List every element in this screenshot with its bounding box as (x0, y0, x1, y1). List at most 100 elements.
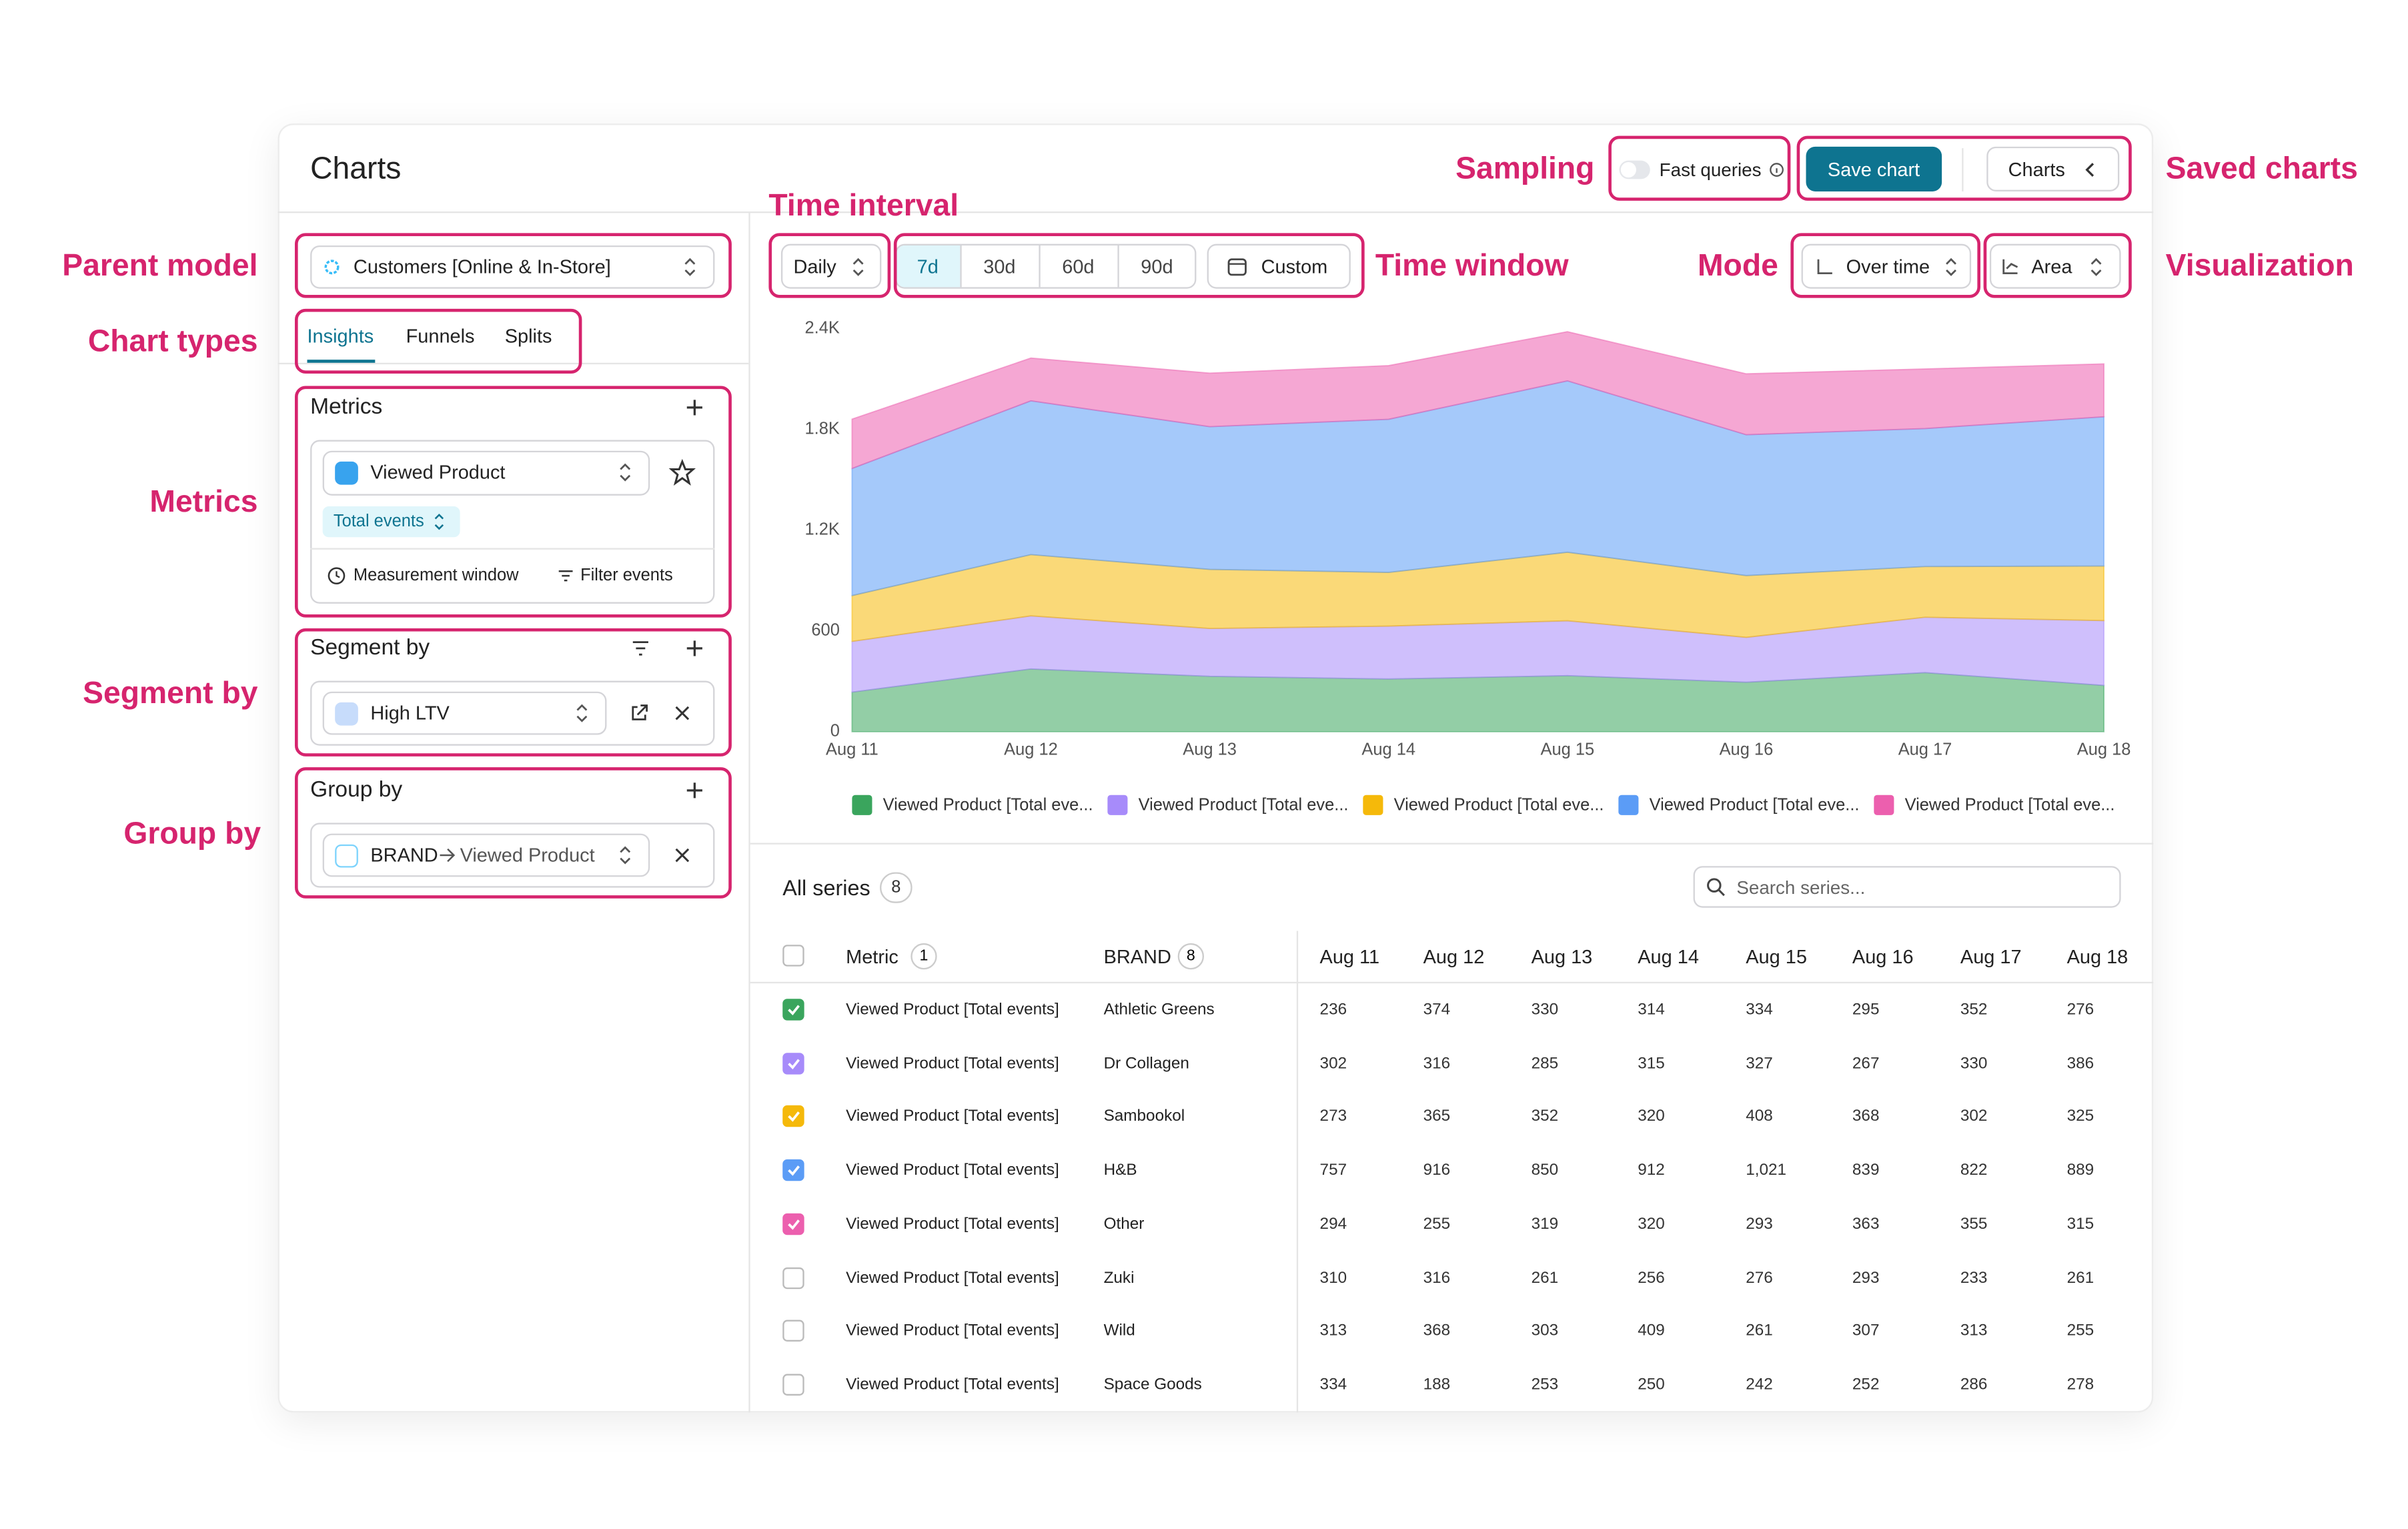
annotation: Visualization (2165, 249, 2354, 284)
plus-icon[interactable] (685, 781, 704, 800)
updown-icon (684, 258, 696, 276)
legend-swatch (1618, 795, 1639, 815)
cell: 294 (1319, 1214, 1347, 1233)
row-checkbox[interactable] (782, 999, 804, 1021)
column-header: Metric (846, 946, 898, 968)
close-icon[interactable] (674, 706, 690, 721)
window-option[interactable]: 90d (1141, 256, 1173, 278)
x-tick-label: Aug 11 (826, 740, 878, 758)
cell: 386 (2066, 1053, 2094, 1073)
check-icon (788, 1165, 800, 1176)
row-checkbox[interactable] (782, 1266, 804, 1289)
filter-icon[interactable] (631, 640, 650, 656)
cell: 315 (1638, 1053, 1665, 1073)
row-checkbox[interactable] (782, 1159, 804, 1181)
cell: 295 (1852, 1000, 1880, 1019)
event-select[interactable] (322, 450, 650, 496)
divider (960, 245, 962, 288)
annotation: Mode (1698, 249, 1778, 284)
row-checkbox[interactable] (782, 1320, 804, 1342)
aggregation-chip[interactable] (322, 506, 460, 538)
tab[interactable]: Insights (307, 326, 374, 348)
measurement-window[interactable]: Measurement window (353, 566, 519, 586)
open-icon[interactable] (630, 704, 648, 722)
column-header: Aug 14 (1638, 946, 1699, 968)
cell: Space Goods (1103, 1375, 1202, 1394)
cell: Wild (1103, 1322, 1135, 1341)
custom-button[interactable] (1207, 243, 1351, 289)
cell: 276 (2066, 1000, 2094, 1019)
divider (1039, 245, 1041, 288)
save-chart-button[interactable] (1806, 146, 1942, 191)
cell: 316 (1423, 1053, 1451, 1073)
updown-icon (620, 463, 631, 482)
annotation: Group by (123, 817, 261, 852)
filter-icon (558, 570, 573, 582)
group-icon (335, 844, 358, 868)
visualization-select[interactable] (1989, 243, 2121, 289)
window-option[interactable]: 7d (917, 256, 939, 278)
row-checkbox[interactable] (782, 1213, 804, 1235)
interval-label: Daily (793, 256, 836, 278)
toggle[interactable] (1619, 160, 1650, 179)
updown-icon (576, 704, 588, 722)
fast-queries-label: Fast queries (1659, 159, 1762, 181)
segment-label: High LTV (370, 702, 450, 724)
column-header: BRAND (1103, 946, 1171, 968)
plus-icon[interactable] (685, 639, 704, 658)
cell: 276 (1746, 1268, 1773, 1287)
cell: 278 (2066, 1375, 2094, 1394)
event-label: Viewed Product (370, 461, 506, 484)
cell: 368 (1423, 1322, 1451, 1341)
cell: Viewed Product [Total events] (846, 1000, 1059, 1019)
row-checkbox[interactable] (782, 1374, 804, 1396)
cell: 355 (1960, 1214, 1988, 1233)
cell: 330 (1531, 1000, 1559, 1019)
count-badge: 8 (880, 872, 913, 903)
row-checkbox[interactable] (782, 1105, 804, 1128)
cell: 330 (1960, 1053, 1988, 1073)
close-icon[interactable] (674, 847, 690, 863)
interval-select[interactable] (780, 243, 882, 289)
cell: H&B (1103, 1161, 1137, 1180)
plus-icon[interactable] (685, 398, 704, 417)
arrow-icon (440, 848, 456, 863)
group-select[interactable] (322, 833, 650, 877)
y-tick-label: 1.2K (805, 520, 840, 539)
tab[interactable]: Funnels (406, 326, 475, 348)
window-active (896, 245, 961, 288)
tab[interactable]: Splits (504, 326, 552, 348)
annotation: Saved charts (2165, 151, 2358, 186)
search-box[interactable] (1693, 866, 2121, 908)
cell: 236 (1319, 1000, 1347, 1019)
mode-select[interactable] (1801, 243, 1972, 289)
filter-events[interactable]: Filter events (580, 566, 673, 586)
segment-select[interactable] (322, 691, 607, 735)
cell: 273 (1319, 1107, 1347, 1126)
window-option[interactable]: 60d (1062, 256, 1095, 278)
parent-model-select[interactable] (310, 245, 715, 289)
x-tick-label: Aug 13 (1183, 740, 1237, 758)
column-header: Aug 16 (1852, 946, 1914, 968)
row-checkbox[interactable] (782, 1052, 804, 1074)
star-icon[interactable] (668, 458, 696, 486)
cell: Viewed Product [Total events] (846, 1053, 1059, 1073)
y-tick-label: 0 (830, 722, 840, 740)
cell: 325 (2066, 1107, 2094, 1126)
updown-icon (2090, 258, 2102, 276)
charts-button[interactable] (1986, 146, 2120, 191)
area (851, 331, 2105, 470)
select-all-checkbox[interactable] (782, 945, 804, 967)
annotation-box (294, 308, 582, 374)
cell: 293 (1746, 1214, 1773, 1233)
cell: 242 (1746, 1375, 1773, 1394)
window-option[interactable]: 30d (983, 256, 1016, 278)
cell: 850 (1531, 1161, 1559, 1180)
annotation-box (294, 628, 732, 756)
section-title: Segment by (310, 636, 430, 661)
cell: 757 (1319, 1161, 1347, 1180)
cell: Dr Collagen (1103, 1053, 1189, 1073)
annotation-box (768, 233, 891, 298)
